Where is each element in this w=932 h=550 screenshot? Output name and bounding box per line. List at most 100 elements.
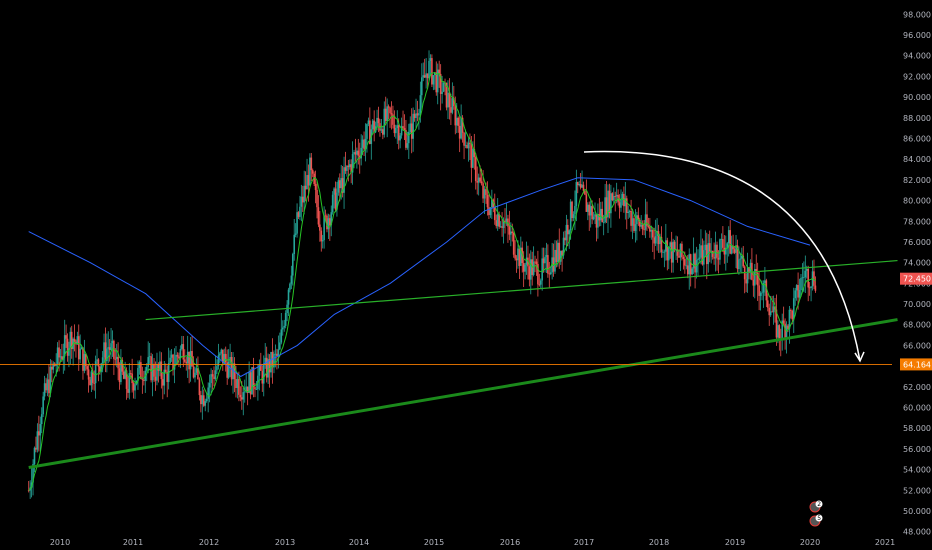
candle-body — [61, 356, 63, 360]
candle-body — [243, 391, 246, 393]
candle-body — [163, 369, 166, 386]
candle-body — [601, 208, 604, 223]
candle-body — [107, 347, 110, 349]
candle-body — [238, 379, 240, 395]
candle-body — [501, 226, 503, 228]
candle-body — [383, 108, 386, 135]
candle-body — [607, 190, 609, 218]
candle-body — [558, 242, 561, 262]
candle-body — [511, 231, 514, 234]
candle-body — [676, 249, 679, 256]
price-tick-label: 82.000 — [903, 176, 931, 185]
candle-body — [117, 356, 119, 369]
candle-body — [121, 359, 124, 372]
candle-body — [334, 188, 337, 210]
candle-body — [713, 256, 715, 259]
candle-body — [552, 257, 555, 272]
candle-body — [797, 285, 799, 298]
candle-body — [182, 344, 185, 360]
candle-body — [70, 331, 73, 350]
candle-body — [76, 336, 79, 345]
price-tick-label: 98.000 — [903, 10, 931, 19]
time-axis[interactable]: 2010 2011 2012 2013 2014 2015 2016 2017 2018 2019… — [50, 538, 895, 547]
candle-body — [46, 379, 49, 391]
candle-body — [559, 250, 562, 262]
candle-body — [697, 258, 699, 260]
candle-body — [300, 196, 303, 207]
candle-body — [261, 370, 264, 384]
candle-body — [592, 216, 595, 220]
candle-body — [299, 206, 301, 217]
candle-body — [524, 264, 526, 272]
price-tick-label: 96.000 — [903, 31, 931, 40]
candle-body — [214, 370, 217, 380]
candle-body — [673, 241, 676, 251]
candle-body — [425, 73, 427, 78]
candle-body — [166, 371, 169, 382]
candle-body — [801, 277, 804, 279]
candle-body — [528, 266, 531, 280]
candle-body — [344, 167, 347, 171]
candle-body — [59, 356, 62, 358]
candle-body — [517, 248, 519, 261]
candle-body — [90, 371, 93, 386]
candle-body — [597, 213, 599, 228]
candle-body — [124, 370, 126, 379]
candle-body — [781, 320, 784, 340]
candle-body — [84, 353, 87, 367]
candle-body — [147, 357, 149, 367]
candle-body — [608, 190, 611, 214]
candle-body — [568, 230, 571, 235]
level-price-label-bg — [900, 358, 932, 371]
candle-body — [605, 197, 608, 218]
candle-body — [213, 376, 215, 380]
candle-body — [319, 224, 321, 231]
candle-body — [548, 273, 551, 275]
candle-body — [402, 126, 404, 129]
candle-body — [474, 157, 477, 182]
price-tick-label: 76.000 — [903, 238, 931, 247]
price-tick-label: 86.000 — [903, 135, 931, 144]
price-axis[interactable]: 98.000 96.000 94.000 92.000 90.000 88.000 86.0… — [900, 10, 932, 537]
price-tick-label: 62.000 — [903, 383, 931, 392]
candle-body — [249, 372, 252, 395]
candle-body — [582, 184, 585, 191]
candle-body — [229, 357, 231, 362]
candle-body — [432, 75, 435, 85]
candle-body — [567, 224, 569, 235]
candle-body — [195, 368, 198, 373]
candle-body — [151, 363, 154, 381]
candle-body — [223, 353, 226, 364]
candle-body — [369, 120, 371, 144]
candle-body — [338, 180, 341, 189]
candle-body — [283, 325, 286, 328]
candle-body — [758, 285, 760, 296]
candle-body — [640, 224, 643, 227]
candle-body — [291, 254, 294, 276]
badge-count-bg — [815, 500, 823, 508]
candle-body — [698, 257, 701, 259]
candle-body — [778, 325, 781, 340]
candle-body — [419, 95, 422, 114]
time-tick-label: 2013 — [275, 538, 295, 547]
candle-body — [659, 236, 661, 245]
candle-body — [148, 356, 151, 358]
candle-body — [585, 194, 588, 212]
candle-body — [482, 183, 484, 199]
candle-body — [647, 226, 650, 227]
candle-body — [684, 258, 686, 266]
candle-body — [350, 164, 352, 173]
candle-body — [208, 383, 211, 388]
time-tick-label: 2018 — [649, 538, 669, 547]
candle-body — [351, 154, 354, 173]
price-tick-label: 58.000 — [903, 424, 931, 433]
candle-body — [145, 366, 148, 371]
candle-body — [162, 379, 164, 386]
candle-body — [106, 348, 108, 362]
candle-body — [772, 306, 775, 313]
candle-body — [510, 231, 512, 235]
candle-body — [416, 113, 419, 116]
candle-body — [89, 379, 91, 386]
candle-body — [666, 240, 669, 261]
